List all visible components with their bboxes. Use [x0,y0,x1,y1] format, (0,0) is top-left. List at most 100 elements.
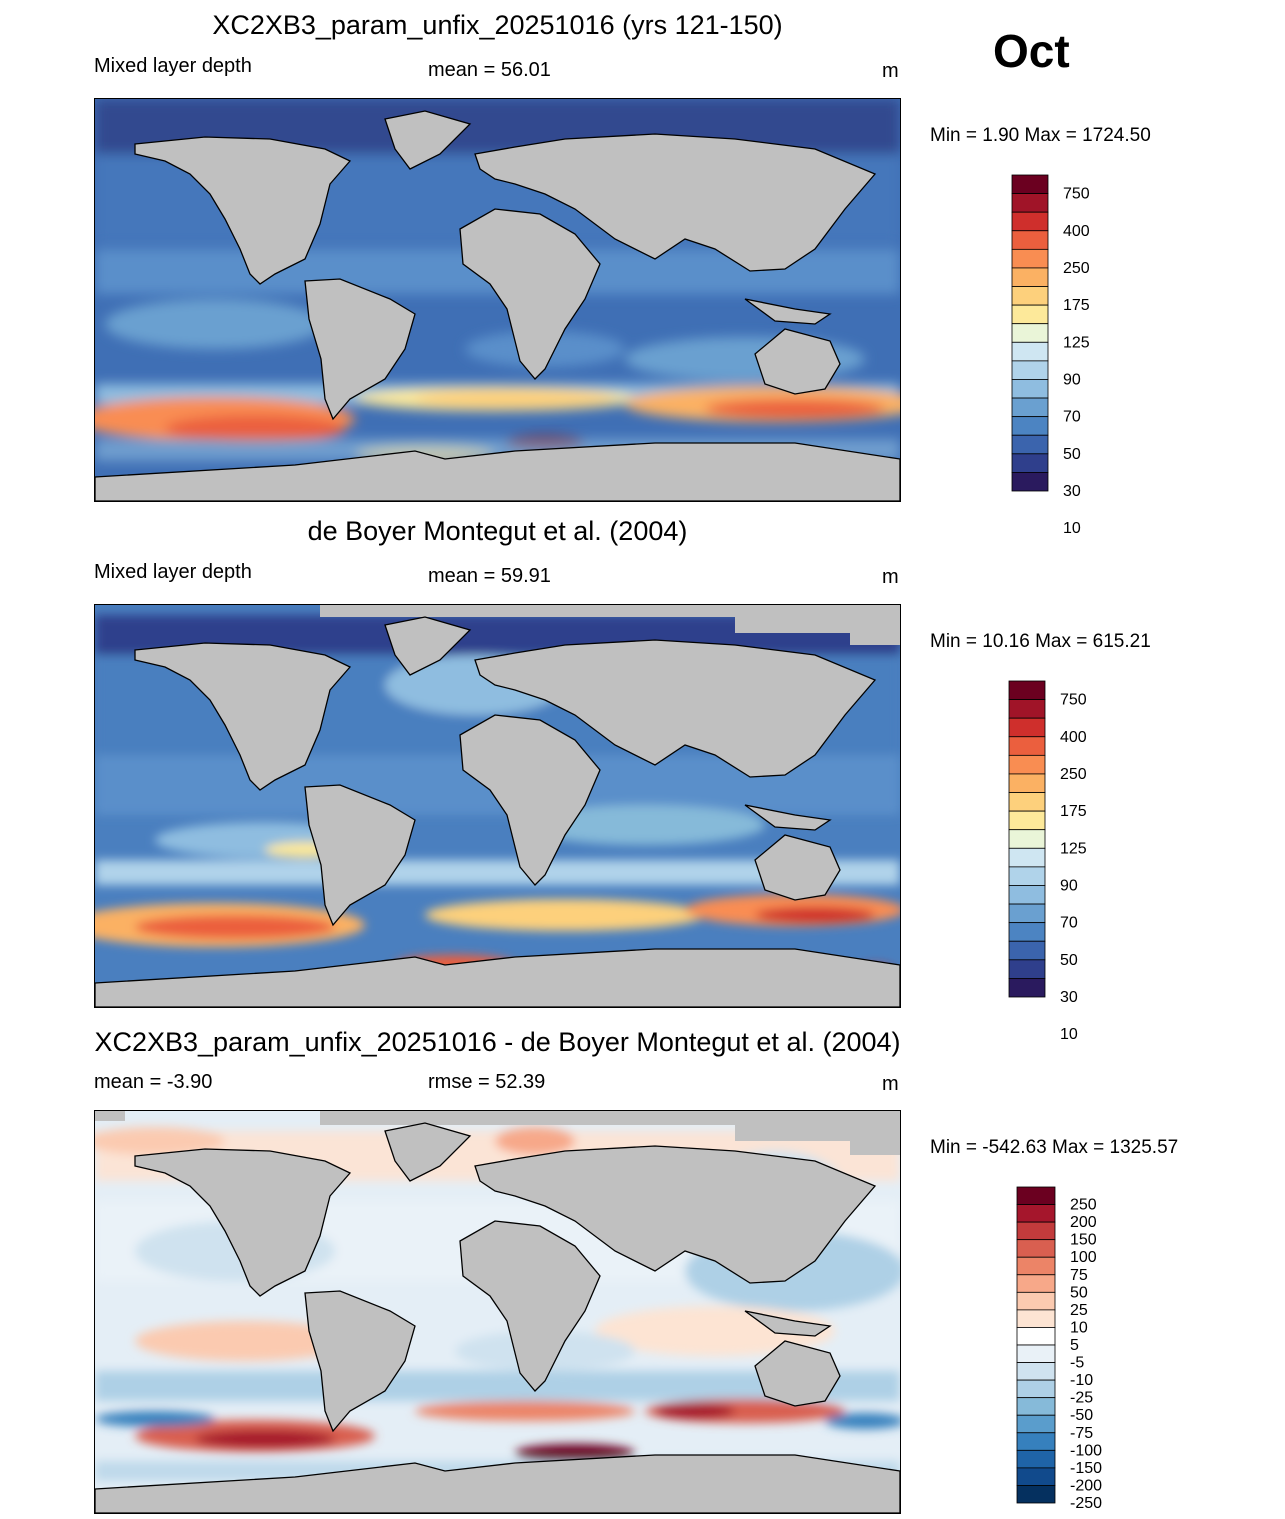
panel-3-title: XC2XB3_param_unfix_20251016 - de Boyer M… [94,1027,901,1057]
colorbar-box [1011,434,1049,455]
colorbar-tick-label: -200 [1070,1477,1102,1494]
colorbar-tick-label: 250 [1060,766,1087,783]
colorbar-tick-label: -50 [1070,1407,1093,1424]
colorbar-tick-label: -10 [1070,1372,1093,1389]
colorbar-box [1008,978,1046,998]
colorbar-box [1008,940,1046,961]
colorbar-tick-label: 400 [1060,729,1087,746]
colorbar-box [1016,1449,1056,1469]
colorbar-box [1011,286,1049,306]
colorbar-tick-label: 30 [1060,989,1078,1006]
colorbar-box [1011,341,1049,362]
colorbar-box [1016,1432,1056,1451]
colorbar-box [1016,1274,1056,1293]
colorbar-tick-label: -250 [1070,1495,1102,1512]
colorbar-tick-label: 90 [1060,877,1078,894]
panel-2-map [94,604,901,1008]
colorbar-tick-label: 400 [1063,223,1090,240]
colorbar-box [1008,829,1046,849]
colorbar-box [1016,1397,1056,1416]
panel-1-variable-label: Mixed layer depth [94,55,252,77]
colorbar-box [1008,810,1046,831]
panel-1-minmax: Min = 1.90 Max = 1724.50 [930,125,1151,146]
colorbar-box [1016,1344,1056,1363]
colorbar-tick-label: 25 [1070,1302,1088,1319]
colorbar-tick-label: 125 [1060,840,1087,857]
colorbar-tick-label: -100 [1070,1442,1102,1459]
colorbar-box [1011,230,1049,250]
colorbar-box [1016,1291,1056,1311]
colorbar-box [1011,193,1049,213]
colorbar-box [1008,699,1046,719]
colorbar-tick-label: 750 [1060,692,1087,709]
colorbar-box [1008,792,1046,812]
panel-1-mean-label: mean = 56.01 [428,59,551,81]
colorbar-tick-label: 70 [1063,409,1081,426]
colorbar-tick-label: 125 [1063,334,1090,351]
colorbar-tick-label: 10 [1070,1319,1088,1336]
colorbar-box [1011,267,1049,287]
panel-3-mean-label: mean = -3.90 [94,1071,213,1093]
colorbar-box [1016,1204,1056,1223]
colorbar-box [1016,1362,1056,1381]
colorbar-box [1016,1221,1056,1241]
colorbar-tick-label: 200 [1070,1214,1097,1231]
colorbar-box [1011,472,1049,492]
colorbar-box [1016,1414,1056,1434]
colorbar-tick-label: 250 [1070,1197,1097,1214]
colorbar-tick-label: 5 [1070,1337,1079,1354]
colorbar-box [1008,866,1046,886]
panel-2-nodata [320,605,900,645]
colorbar-tick-label: 50 [1060,952,1078,969]
panel-1-title: XC2XB3_param_unfix_20251016 (yrs 121-150… [212,10,783,40]
panel-2-mean-label: mean = 59.91 [428,565,551,587]
colorbar-tick-label: 50 [1070,1284,1088,1301]
colorbar-tick-label: 50 [1063,446,1081,463]
colorbar-tick-label: 10 [1063,520,1081,537]
colorbar-tick-label: 70 [1060,915,1078,932]
panel-2-minmax: Min = 10.16 Max = 615.21 [930,631,1151,652]
panel-2-title: de Boyer Montegut et al. (2004) [307,516,688,546]
colorbar-box [1016,1327,1056,1346]
panel-1-colorbar: 750 400 250 175 125 90 70 50 30 10 [1011,174,1142,537]
colorbar-tick-label: 10 [1060,1026,1078,1043]
colorbar-box [1016,1186,1056,1205]
colorbar-box [1016,1309,1056,1328]
panel-3-land [95,1122,900,1513]
panel-3-map [94,1110,901,1514]
colorbar-tick-label: -5 [1070,1355,1084,1372]
colorbar-box [1011,416,1049,436]
colorbar-box [1011,211,1049,232]
colorbar-box [1016,1485,1056,1504]
panel-1-land [95,110,900,501]
panel-1-units-label: m [882,60,899,82]
colorbar-tick-label: 90 [1063,371,1081,388]
colorbar-tick-label: 75 [1070,1267,1088,1284]
colorbar-box [1008,680,1046,700]
panel-3-rmse-label: rmse = 52.39 [428,1071,546,1093]
colorbar-tick-label: 100 [1070,1249,1097,1266]
colorbar-tick-label: 250 [1063,260,1090,277]
colorbar-box [1011,453,1049,473]
colorbar-box [1011,360,1049,380]
colorbar-box [1011,397,1049,418]
colorbar-box [1008,736,1046,756]
colorbar-box [1016,1467,1056,1486]
colorbar-tick-label: -25 [1070,1390,1093,1407]
colorbar-tick-label: 175 [1060,803,1087,820]
colorbar-box [1016,1379,1056,1399]
colorbar-box [1008,847,1046,868]
panel-1-map [94,98,901,502]
colorbar-box [1011,174,1049,194]
colorbar-box [1008,903,1046,924]
colorbar-tick-label: 150 [1070,1232,1097,1249]
panel-2-land [95,616,900,1007]
colorbar-box [1008,922,1046,942]
colorbar-box [1011,379,1049,399]
colorbar-tick-label: -75 [1070,1425,1093,1442]
panel-3-colorbar: 250 200 150 100 75 50 25 10 5 -5 -10 -25 -50 -75 -100 -… [1016,1186,1147,1512]
colorbar-box [1008,717,1046,738]
panel-2-colorbar: 750 400 250 175 125 90 70 50 30 10 [1008,680,1139,1043]
month-label: Oct [993,25,1070,77]
colorbar-tick-label: 30 [1063,483,1081,500]
